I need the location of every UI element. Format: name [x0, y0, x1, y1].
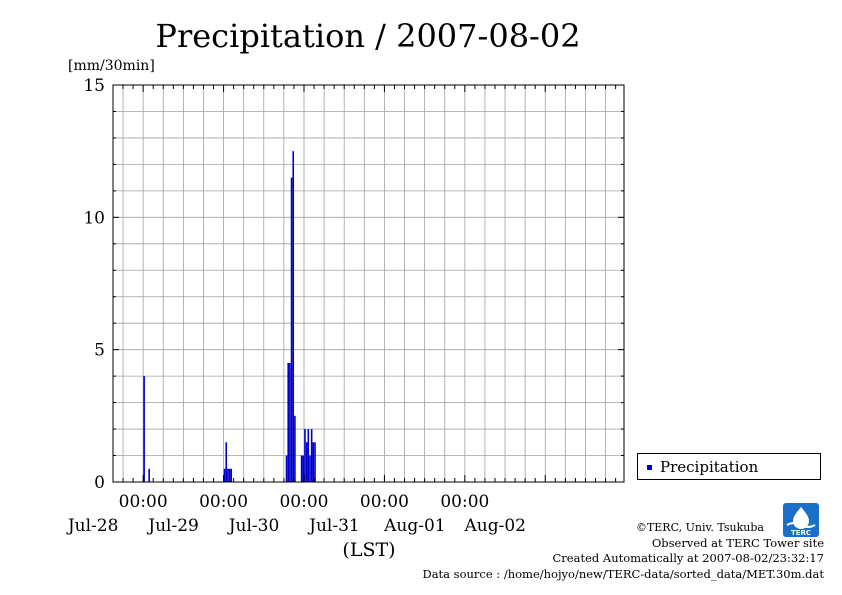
x-tick-time-label: 00:00 — [119, 492, 168, 512]
x-tick-time-label: 00:00 — [199, 492, 248, 512]
x-tick-time-label: 00:00 — [440, 492, 489, 512]
precip-bar — [223, 468, 226, 482]
precip-bar — [143, 376, 145, 482]
precip-bar — [294, 415, 296, 482]
precip-bar — [310, 429, 313, 482]
x-tick-date-label: Jul-29 — [146, 516, 199, 536]
precip-bar — [289, 362, 291, 482]
y-tick-label: 5 — [94, 341, 105, 361]
y-tick-label: 0 — [94, 473, 105, 493]
x-axis-label: (LST) — [342, 539, 395, 561]
x-tick-date-label: Jul-28 — [66, 516, 119, 536]
precip-bar — [227, 468, 229, 482]
terc-logo-icon: TERC — [783, 503, 819, 537]
legend: Precipitation — [637, 453, 821, 480]
footer-observed: Observed at TERC Tower site — [651, 535, 824, 550]
x-tick-date-label: Aug-02 — [464, 516, 526, 536]
footer-source: Data source : /home/hojyo/new/TERC-data/… — [422, 566, 824, 581]
y-axis-label: [mm/30min] — [68, 58, 155, 74]
precip-bar — [312, 442, 315, 482]
precip-bar — [292, 151, 295, 482]
y-tick-label: 15 — [83, 76, 105, 96]
chart-title: Precipitation / 2007-08-02 — [155, 17, 580, 55]
plot-frame — [112, 84, 625, 483]
y-tick-label: 10 — [83, 208, 105, 228]
precip-bar — [300, 455, 303, 482]
bars-group — [143, 151, 316, 482]
precip-bar — [228, 468, 231, 482]
x-tick-date-label: Jul-31 — [307, 516, 360, 536]
grid-lines — [113, 85, 624, 482]
x-tick-time-label: 00:00 — [279, 492, 328, 512]
legend-swatch — [647, 465, 652, 470]
precip-bar — [148, 468, 150, 482]
x-tick-date-label: Aug-01 — [383, 516, 445, 536]
precip-bar — [287, 362, 290, 482]
precip-bar — [225, 442, 228, 482]
y-ticks: 0 5 10 15 — [83, 76, 624, 493]
precip-bar — [309, 455, 311, 482]
precip-bar — [302, 455, 305, 482]
precip-bar — [314, 442, 316, 482]
legend-label: Precipitation — [660, 458, 759, 476]
footer-created: Created Automatically at 2007-08-02/23:3… — [552, 551, 825, 565]
footer-credits: ©TERC, Univ. Tsukuba Observed at TERC To… — [404, 520, 824, 582]
precip-bar — [304, 429, 306, 482]
footer-copyright: ©TERC, Univ. Tsukuba — [635, 521, 764, 534]
precip-bar — [290, 177, 293, 482]
x-tick-date-label: Jul-30 — [227, 516, 280, 536]
x-tick-time-label: 00:00 — [360, 492, 409, 512]
logo-text: TERC — [791, 529, 811, 537]
precip-bar — [285, 455, 288, 482]
precip-bar — [230, 468, 233, 482]
precip-bar — [305, 442, 308, 482]
precip-bar — [307, 429, 310, 482]
